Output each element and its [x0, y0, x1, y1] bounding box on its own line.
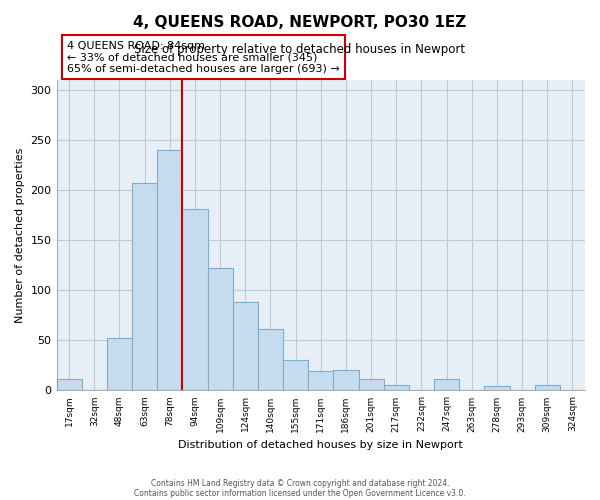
- Bar: [132, 183, 157, 390]
- Text: 4, QUEENS ROAD, NEWPORT, PO30 1EZ: 4, QUEENS ROAD, NEWPORT, PO30 1EZ: [133, 15, 467, 30]
- Text: 4 QUEENS ROAD: 84sqm
← 33% of detached houses are smaller (345)
65% of semi-deta: 4 QUEENS ROAD: 84sqm ← 33% of detached h…: [67, 40, 340, 74]
- Bar: [208, 268, 233, 390]
- Bar: [233, 302, 258, 390]
- Bar: [334, 370, 359, 390]
- Bar: [258, 330, 283, 390]
- X-axis label: Distribution of detached houses by size in Newport: Distribution of detached houses by size …: [178, 440, 463, 450]
- Bar: [157, 150, 182, 390]
- Text: Contains public sector information licensed under the Open Government Licence v3: Contains public sector information licen…: [134, 488, 466, 498]
- Bar: [535, 386, 560, 390]
- Bar: [182, 209, 208, 390]
- Bar: [283, 360, 308, 390]
- Bar: [107, 338, 132, 390]
- Bar: [56, 380, 82, 390]
- Bar: [383, 386, 409, 390]
- Text: Size of property relative to detached houses in Newport: Size of property relative to detached ho…: [134, 42, 466, 56]
- Bar: [359, 380, 383, 390]
- Bar: [484, 386, 509, 390]
- Text: Contains HM Land Registry data © Crown copyright and database right 2024.: Contains HM Land Registry data © Crown c…: [151, 478, 449, 488]
- Bar: [434, 380, 459, 390]
- Y-axis label: Number of detached properties: Number of detached properties: [15, 148, 25, 323]
- Bar: [308, 372, 334, 390]
